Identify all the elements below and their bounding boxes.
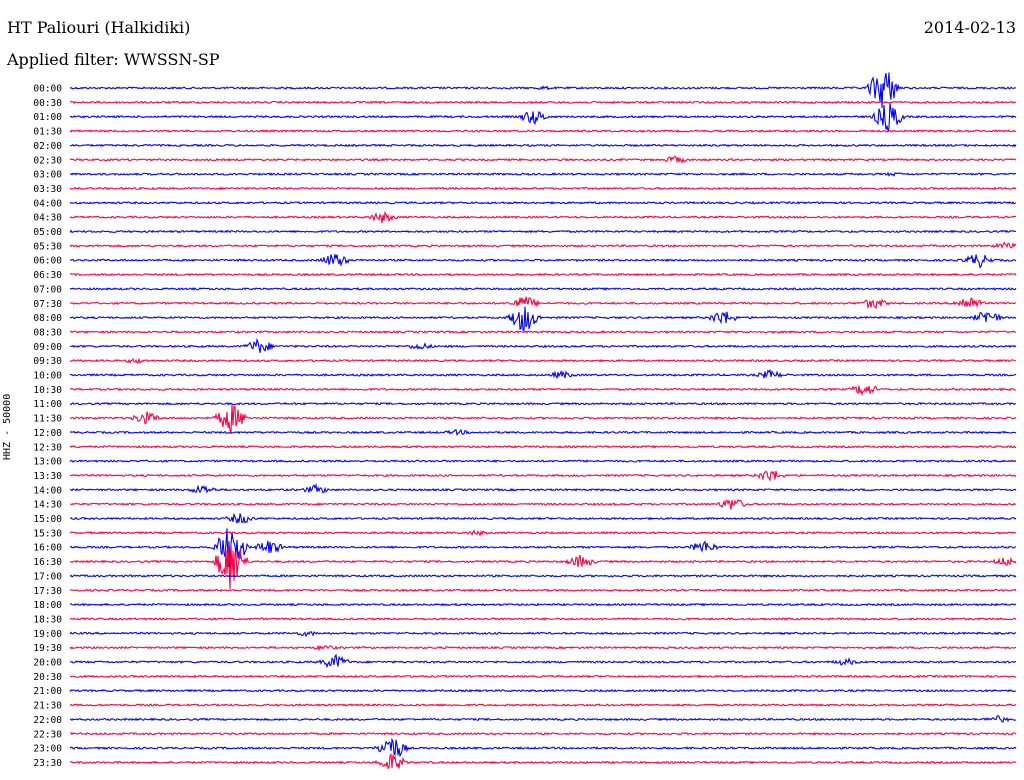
- time-label: 10:30: [33, 385, 62, 396]
- trace-line: [69, 171, 1017, 177]
- trace-line: [69, 254, 1017, 269]
- trace-line: [69, 129, 1017, 133]
- trace-line: [69, 401, 1017, 406]
- trace-line: [69, 483, 1017, 494]
- time-label: 23:30: [33, 758, 62, 769]
- trace-line: [69, 210, 1017, 224]
- time-label: 01:30: [33, 127, 62, 138]
- time-label: 15:00: [33, 514, 62, 525]
- trace-line: [69, 357, 1017, 365]
- time-label: 21:00: [33, 686, 62, 697]
- time-label: 18:30: [33, 614, 62, 625]
- time-label: 04:30: [33, 213, 62, 224]
- time-label: 11:00: [33, 399, 62, 410]
- trace-line: [69, 186, 1017, 191]
- trace-line: [69, 337, 1017, 353]
- time-label: 20:30: [33, 672, 62, 683]
- time-label: 16:00: [33, 543, 62, 554]
- time-label: 07:00: [33, 284, 62, 295]
- trace-line: [69, 737, 1017, 758]
- trace-line: [69, 674, 1017, 679]
- trace-line: [69, 385, 1017, 397]
- time-label: 01:00: [33, 112, 62, 123]
- time-label: 05:00: [33, 227, 62, 238]
- time-label: 22:30: [33, 729, 62, 740]
- time-label: 10:00: [33, 371, 62, 382]
- filter-label: Applied filter: WWSSN-SP: [7, 50, 220, 69]
- time-label: 08:00: [33, 313, 62, 324]
- time-label: 12:30: [33, 442, 62, 453]
- time-label: 14:30: [33, 500, 62, 511]
- trace-line: [69, 306, 1017, 332]
- time-label: 03:30: [33, 184, 62, 195]
- time-label: 05:30: [33, 241, 62, 252]
- trace-line: [69, 286, 1017, 291]
- trace-line: [69, 498, 1017, 510]
- trace-line: [69, 229, 1017, 234]
- trace-line: [69, 752, 1017, 770]
- trace-line: [69, 512, 1017, 524]
- trace-line: [69, 428, 1017, 437]
- time-label: 17:00: [33, 571, 62, 582]
- time-label: 16:30: [33, 557, 62, 568]
- trace-line: [69, 459, 1017, 463]
- time-label: 06:00: [33, 256, 62, 267]
- trace-line: [69, 103, 1017, 133]
- trace-line: [69, 543, 1017, 589]
- time-label: 18:00: [33, 600, 62, 611]
- trace-date: 2014-02-13: [923, 18, 1016, 37]
- time-label: 03:00: [33, 170, 62, 181]
- trace-line: [69, 688, 1017, 693]
- time-label: 15:30: [33, 528, 62, 539]
- trace-line: [69, 573, 1017, 578]
- time-label: 20:00: [33, 658, 62, 669]
- trace-line: [69, 404, 1017, 435]
- trace-line: [69, 715, 1017, 723]
- station-title: HT Paliouri (Halkidiki): [7, 18, 191, 37]
- time-label: 23:00: [33, 744, 62, 755]
- time-label: 13:00: [33, 457, 62, 468]
- trace-line: [69, 272, 1017, 277]
- trace-line: [69, 100, 1017, 105]
- trace-line: [69, 155, 1017, 164]
- trace-line: [69, 200, 1017, 205]
- time-label: 09:30: [33, 356, 62, 367]
- time-label: 12:00: [33, 428, 62, 439]
- time-label: 17:30: [33, 586, 62, 597]
- trace-line: [69, 241, 1017, 250]
- time-label: 02:00: [33, 141, 62, 152]
- trace-line: [69, 644, 1017, 652]
- time-label: 19:00: [33, 629, 62, 640]
- time-label: 21:30: [33, 701, 62, 712]
- time-label: 09:00: [33, 342, 62, 353]
- time-label: 22:00: [33, 715, 62, 726]
- time-label: 00:30: [33, 98, 62, 109]
- time-label: 07:30: [33, 299, 62, 310]
- trace-line: [69, 143, 1017, 148]
- time-label: 06:30: [33, 270, 62, 281]
- time-label: 19:30: [33, 643, 62, 654]
- trace-line: [69, 444, 1017, 449]
- trace-line: [69, 368, 1017, 380]
- time-label: 11:30: [33, 414, 62, 425]
- trace-line: [69, 602, 1017, 607]
- trace-line: [69, 653, 1017, 669]
- time-label: 00:00: [33, 84, 62, 95]
- trace-line: [69, 703, 1017, 707]
- time-label: 02:30: [33, 155, 62, 166]
- trace-line: [69, 630, 1017, 638]
- trace-line: [69, 470, 1017, 482]
- time-label: 04:00: [33, 198, 62, 209]
- trace-line: [69, 731, 1017, 736]
- trace-line: [69, 72, 1017, 108]
- trace-line: [69, 588, 1017, 593]
- time-label: 13:30: [33, 471, 62, 482]
- trace-line: [69, 330, 1017, 334]
- time-label: 08:30: [33, 327, 62, 338]
- trace-line: [69, 529, 1017, 538]
- trace-line: [69, 617, 1017, 621]
- time-label: 14:00: [33, 485, 62, 496]
- trace-line: [69, 296, 1017, 310]
